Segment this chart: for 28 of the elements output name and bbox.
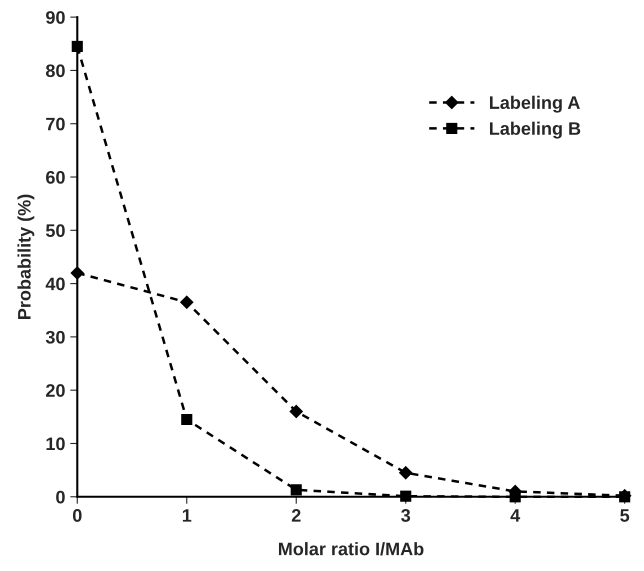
point <box>181 414 192 426</box>
y-tick-label: 0 <box>56 490 65 504</box>
legend-label: Labeling A <box>490 96 580 113</box>
point <box>180 296 194 309</box>
point <box>400 490 412 502</box>
x-tick-label: 3 <box>401 509 410 522</box>
legend-label: Labeling B <box>490 122 580 139</box>
x-tick-label: 4 <box>510 509 520 522</box>
y-tick-label: 30 <box>46 330 65 344</box>
point <box>290 484 302 496</box>
point <box>70 266 84 280</box>
y-tick-label: 60 <box>46 170 65 184</box>
y-tick-label: 40 <box>46 278 65 290</box>
y-axis-title: Probability (%) <box>17 194 34 319</box>
x-axis-title: Molar ratio I/MAb <box>278 542 424 556</box>
y-tick-label: 80 <box>46 64 65 78</box>
y-tick-label: 20 <box>46 384 65 397</box>
y-tick-label: 10 <box>46 437 65 450</box>
x-tick-label: 5 <box>620 509 630 522</box>
x-tick-label: 1 <box>182 509 192 522</box>
point <box>72 40 83 52</box>
x-tick-label: 0 <box>72 509 82 522</box>
y-tick-label: 70 <box>46 118 65 130</box>
x-tick-label: 2 <box>292 509 301 522</box>
point <box>399 466 412 480</box>
y-tick-label: 90 <box>46 11 65 24</box>
y-tick-label: 50 <box>46 224 65 238</box>
point <box>290 404 303 418</box>
